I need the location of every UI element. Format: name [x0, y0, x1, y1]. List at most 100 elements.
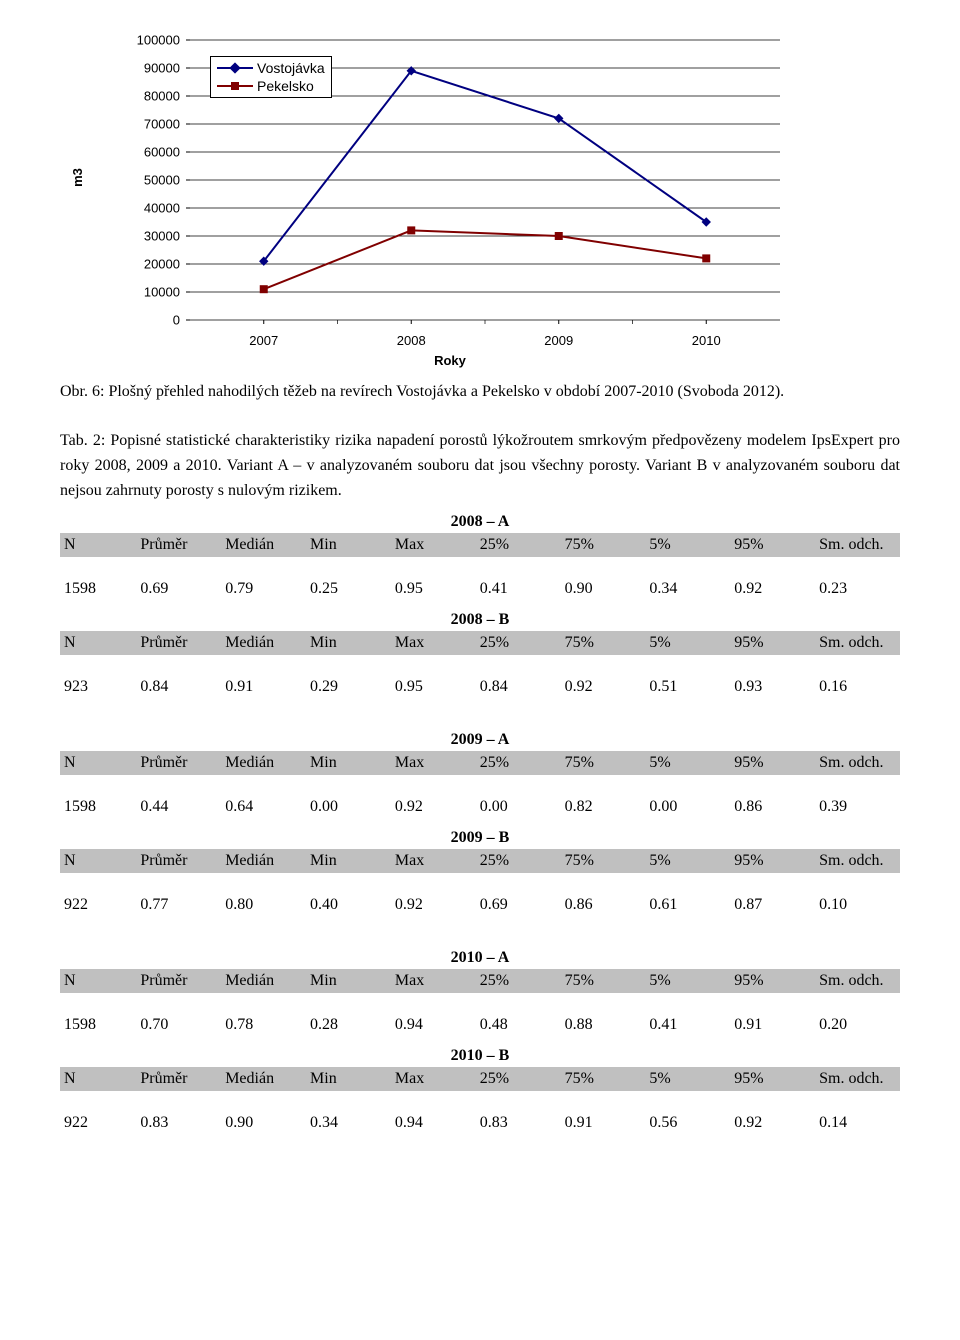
table-cell: 0.20 [815, 1013, 900, 1037]
table-header-cell: 25% [476, 751, 561, 775]
table-cell: 0.95 [391, 577, 476, 601]
y-tick-label: 50000 [120, 173, 180, 188]
table-header-cell: N [60, 533, 136, 557]
stats-table: NPrůměrMediánMinMax25%75%5%95%Sm. odch.9… [60, 631, 900, 699]
table-cell: 1598 [60, 795, 136, 819]
table-header-cell: 25% [476, 969, 561, 993]
y-tick-label: 100000 [120, 33, 180, 48]
table-row: 15980.700.780.280.940.480.880.410.910.20 [60, 1013, 900, 1037]
table-cell: 0.10 [815, 893, 900, 917]
table-cell: 0.91 [221, 675, 306, 699]
legend-label: Pekelsko [257, 78, 314, 94]
table-header-cell: 5% [645, 751, 730, 775]
figure-caption: Obr. 6: Plošný přehled nahodilých těžeb … [60, 380, 900, 404]
stats-table: NPrůměrMediánMinMax25%75%5%95%Sm. odch.9… [60, 849, 900, 917]
table-cell: 0.69 [136, 577, 221, 601]
table-cell: 0.69 [476, 893, 561, 917]
y-tick-label: 90000 [120, 61, 180, 76]
table-header-cell: 75% [561, 1067, 646, 1091]
x-tick-label: 2009 [544, 333, 573, 348]
table-cell: 0.34 [306, 1111, 391, 1135]
y-tick-label: 30000 [120, 229, 180, 244]
chart-container: m3 0100002000030000400005000060000700008… [110, 30, 790, 370]
table-header-cell: Min [306, 631, 391, 655]
table-header-cell: 95% [730, 631, 815, 655]
table-section-title: 2010 – A [60, 949, 900, 967]
table-header-cell: Max [391, 1067, 476, 1091]
table-cell: 0.87 [730, 893, 815, 917]
table-header-cell: 95% [730, 849, 815, 873]
table-header-cell: 5% [645, 849, 730, 873]
table-cell: 0.51 [645, 675, 730, 699]
table-caption-prefix: Tab. 2: [60, 432, 110, 449]
table-header-cell: Min [306, 969, 391, 993]
table-header-cell: Průměr [136, 1067, 221, 1091]
table-header-cell: Min [306, 849, 391, 873]
table-cell: 0.41 [645, 1013, 730, 1037]
table-header-cell: 5% [645, 631, 730, 655]
y-tick-label: 0 [120, 313, 180, 328]
table-cell: 1598 [60, 577, 136, 601]
table-cell: 0.23 [815, 577, 900, 601]
table-header-cell: 5% [645, 1067, 730, 1091]
legend-item: Pekelsko [217, 77, 325, 95]
table-cell: 0.90 [561, 577, 646, 601]
table-header-cell: Medián [221, 969, 306, 993]
table-header-cell: 75% [561, 849, 646, 873]
table-header-cell: Průměr [136, 533, 221, 557]
table-header-cell: 95% [730, 969, 815, 993]
table-header-cell: Sm. odch. [815, 1067, 900, 1091]
legend-label: Vostojávka [257, 60, 325, 76]
table-header-cell: 75% [561, 969, 646, 993]
table-header-cell: 95% [730, 533, 815, 557]
table-header-cell: Max [391, 969, 476, 993]
table-cell: 923 [60, 675, 136, 699]
table-header-cell: Min [306, 1067, 391, 1091]
table-cell: 0.64 [221, 795, 306, 819]
y-tick-label: 20000 [120, 257, 180, 272]
table-header-cell: N [60, 631, 136, 655]
table-header-cell: 75% [561, 631, 646, 655]
table-header-cell: Medián [221, 533, 306, 557]
table-header-cell: 25% [476, 631, 561, 655]
stats-table: NPrůměrMediánMinMax25%75%5%95%Sm. odch.1… [60, 751, 900, 819]
table-header-cell: 25% [476, 533, 561, 557]
x-tick-label: 2008 [397, 333, 426, 348]
table-cell: 0.14 [815, 1111, 900, 1135]
table-cell: 0.70 [136, 1013, 221, 1037]
table-section-title: 2009 – A [60, 731, 900, 749]
table-cell: 0.61 [645, 893, 730, 917]
table-cell: 0.39 [815, 795, 900, 819]
table-cell: 1598 [60, 1013, 136, 1037]
table-cell: 0.88 [561, 1013, 646, 1037]
table-cell: 0.44 [136, 795, 221, 819]
table-cell: 0.83 [136, 1111, 221, 1135]
table-section-title: 2009 – B [60, 829, 900, 847]
table-header-cell: Sm. odch. [815, 849, 900, 873]
table-cell: 0.91 [730, 1013, 815, 1037]
table-cell: 0.91 [561, 1111, 646, 1135]
table-header-cell: 95% [730, 1067, 815, 1091]
table-header-cell: Medián [221, 1067, 306, 1091]
caption-prefix: Obr. 6: [60, 383, 108, 400]
table-cell: 0.83 [476, 1111, 561, 1135]
table-header-cell: Sm. odch. [815, 631, 900, 655]
table-header-cell: Průměr [136, 969, 221, 993]
stats-table: NPrůměrMediánMinMax25%75%5%95%Sm. odch.9… [60, 1067, 900, 1135]
table-cell: 0.92 [730, 577, 815, 601]
table-cell: 0.94 [391, 1111, 476, 1135]
table-cell: 0.00 [306, 795, 391, 819]
table-caption: Tab. 2: Popisné statistické charakterist… [60, 429, 900, 503]
y-tick-label: 80000 [120, 89, 180, 104]
table-header-cell: Max [391, 751, 476, 775]
table-header-cell: Sm. odch. [815, 969, 900, 993]
table-header-cell: Sm. odch. [815, 751, 900, 775]
table-header-cell: Max [391, 849, 476, 873]
table-cell: 0.86 [561, 893, 646, 917]
table-cell: 0.84 [476, 675, 561, 699]
table-header-cell: Medián [221, 849, 306, 873]
table-header-cell: 75% [561, 533, 646, 557]
table-header-cell: Průměr [136, 751, 221, 775]
stats-table: NPrůměrMediánMinMax25%75%5%95%Sm. odch.1… [60, 533, 900, 601]
table-cell: 0.56 [645, 1111, 730, 1135]
